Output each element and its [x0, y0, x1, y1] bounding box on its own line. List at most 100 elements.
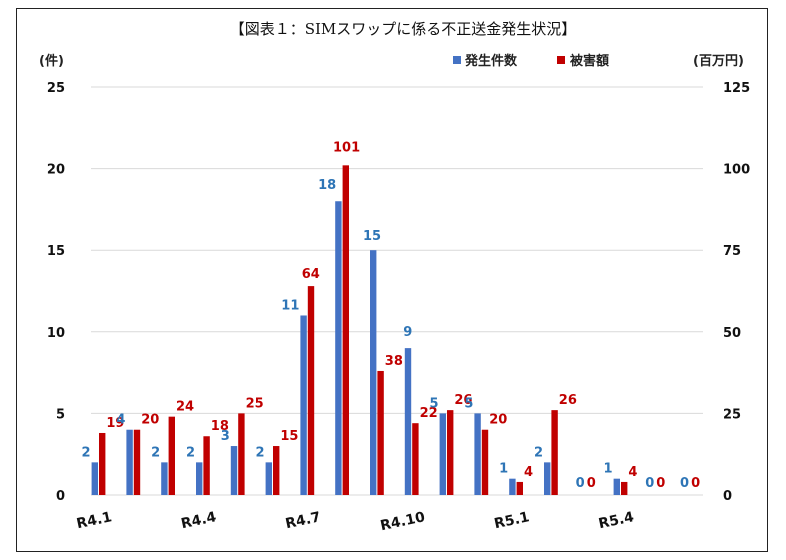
data-label-count: 2: [534, 445, 543, 460]
data-label-count: 2: [186, 445, 195, 460]
data-label-count: 9: [403, 325, 412, 340]
data-label-damage: 25: [246, 396, 264, 411]
right-tick-label: 75: [723, 244, 741, 259]
bar-count: [91, 462, 98, 495]
left-tick-label: 5: [56, 407, 65, 422]
left-tick-label: 25: [47, 81, 65, 96]
right-tick-label: 100: [723, 163, 750, 178]
bar-count: [474, 413, 481, 495]
data-label-count: 1: [499, 462, 508, 477]
bar-damage: [168, 416, 175, 495]
bar-count: [230, 446, 238, 495]
legend: 発生件数 被害額: [453, 53, 609, 69]
data-label-damage: 64: [302, 267, 320, 282]
bar-damage: [273, 446, 280, 495]
bar-damage: [377, 370, 384, 495]
bar-damage: [238, 413, 245, 495]
right-axis-ticks: 0 25 50 75 100 125: [723, 81, 750, 504]
data-label-count: 0: [645, 476, 654, 491]
right-tick-label: 25: [723, 407, 741, 422]
data-label-damage: 18: [211, 419, 229, 434]
right-tick-label: 0: [723, 489, 732, 504]
data-label-damage: 15: [280, 429, 298, 444]
legend-label-count: 発生件数: [464, 53, 518, 69]
bar-damage: [203, 436, 210, 495]
left-tick-label: 0: [56, 489, 65, 504]
data-label-count: 2: [256, 445, 265, 460]
data-label-damage: 4: [628, 465, 637, 480]
data-label-count: 4: [116, 413, 125, 428]
data-label-count: 2: [151, 445, 160, 460]
data-label-count: 11: [281, 298, 299, 313]
chart-title: 【図表１：SIMスワップに係る不正送金発生状況】: [230, 20, 577, 38]
data-label-count: 15: [363, 229, 381, 244]
bars: [91, 165, 628, 496]
chart: 【図表１：SIMスワップに係る不正送金発生状況】 (件) (百万円) 発生件数 …: [39, 20, 750, 534]
data-label-damage: 0: [691, 476, 700, 491]
bar-count: [196, 462, 203, 495]
legend-swatch-count: [453, 56, 461, 64]
bar-damage: [99, 432, 106, 495]
data-label-damage: 26: [559, 393, 577, 408]
bar-count: [335, 201, 342, 496]
bar-damage: [551, 410, 558, 495]
data-label-damage: 0: [587, 476, 596, 491]
data-label-count: 3: [221, 429, 230, 444]
left-axis-ticks: 0 5 10 15 20 25: [47, 81, 65, 504]
data-label-damage: 4: [524, 465, 533, 480]
data-label-damage: 26: [454, 393, 472, 408]
bar-count: [126, 429, 133, 495]
data-label-count: 2: [82, 445, 91, 460]
data-label-count: 0: [680, 476, 689, 491]
data-label-damage: 20: [141, 413, 159, 428]
gridlines: [91, 86, 703, 496]
x-tick-label: R4.7: [284, 509, 322, 532]
x-tick-label: R4.10: [379, 509, 427, 534]
data-label-count: 18: [318, 178, 336, 193]
left-axis-unit: (件): [39, 53, 64, 69]
data-label-damage: 24: [176, 400, 194, 415]
bar-count: [613, 478, 620, 495]
bar-damage: [133, 429, 141, 495]
bar-count: [509, 478, 516, 495]
data-label-damage: 20: [489, 413, 507, 428]
legend-label-damage: 被害額: [569, 53, 609, 69]
bar-count: [370, 250, 377, 495]
bar-damage: [481, 429, 489, 495]
left-tick-label: 15: [47, 244, 65, 259]
chart-frame: 【図表１：SIMスワップに係る不正送金発生状況】 (件) (百万円) 発生件数 …: [16, 8, 768, 552]
data-label-count: 5: [430, 396, 439, 411]
right-tick-label: 125: [723, 81, 750, 96]
data-label-damage: 101: [333, 140, 360, 155]
data-label-damage: 0: [656, 476, 665, 491]
legend-swatch-damage: [557, 56, 565, 64]
right-tick-label: 50: [723, 326, 741, 341]
bar-damage: [621, 481, 628, 495]
data-label-damage: 19: [106, 416, 124, 431]
bar-count: [265, 462, 272, 495]
data-label-damage: 38: [385, 354, 403, 369]
bar-damage: [447, 410, 454, 495]
data-label-count: 1: [604, 462, 613, 477]
data-label-count: 0: [576, 476, 585, 491]
x-tick-label: R4.1: [75, 509, 113, 532]
left-tick-label: 20: [47, 163, 65, 178]
bar-count: [544, 462, 551, 495]
bar-count: [404, 348, 412, 495]
x-tick-label: R4.4: [180, 509, 218, 532]
bar-count: [300, 315, 307, 495]
data-label-damage: 22: [420, 406, 438, 421]
bar-damage: [342, 165, 349, 495]
bar-count: [161, 462, 168, 495]
right-axis-unit: (百万円): [693, 54, 744, 69]
bar-damage: [412, 423, 419, 495]
x-tick-label: R5.1: [493, 509, 531, 532]
x-tick-label: R5.4: [597, 509, 635, 532]
left-tick-label: 10: [47, 326, 65, 341]
bar-count: [439, 413, 446, 495]
bar-damage: [516, 481, 523, 495]
x-axis-ticks: R4.1 R4.4 R4.7 R4.10 R5.1 R5.4: [75, 509, 635, 534]
bar-damage: [307, 286, 315, 495]
data-label-count: 5: [464, 396, 473, 411]
